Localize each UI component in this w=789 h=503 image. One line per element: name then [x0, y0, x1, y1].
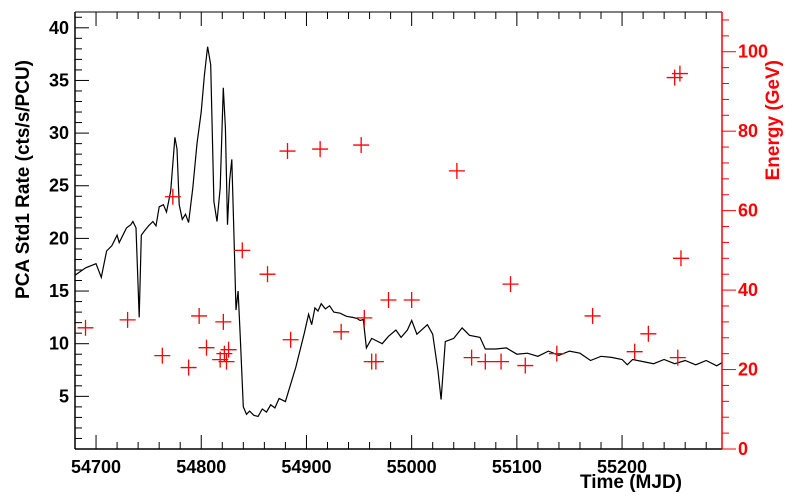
energy-point [448, 162, 465, 179]
x-tick-label: 55000 [387, 457, 437, 477]
y-left-tick-label: 25 [49, 176, 69, 196]
y-left-tick-label: 35 [49, 70, 69, 90]
y-right-tick-label: 20 [738, 360, 758, 380]
y-left-tick-label: 5 [59, 386, 69, 406]
y-left-tick-label: 15 [49, 281, 69, 301]
energy-point [672, 250, 689, 267]
axes-layer [74, 11, 736, 450]
energy-point [259, 266, 276, 283]
energy-point [626, 343, 643, 360]
labels-layer: 54700 54800 54900 55000 55100 55200 5 10 15 20 25 3… [49, 18, 768, 477]
energy-point [353, 137, 370, 154]
energy-point [215, 313, 232, 330]
energy-point [403, 292, 420, 309]
energy-point [198, 339, 215, 356]
energy-point [191, 307, 208, 324]
y-right-axis-title: Energy (GeV) [763, 60, 784, 180]
x-tick-label: 55200 [597, 457, 647, 477]
energy-point [220, 341, 237, 358]
energy-point [234, 242, 251, 259]
energy-point [380, 292, 397, 309]
y-left-tick-label: 10 [49, 334, 69, 354]
y-left-axis-title: PCA Std1 Rate (cts/s/PCU) [13, 60, 34, 299]
energy-point [180, 359, 197, 376]
energy-point [477, 353, 494, 370]
y-right-tick-label: 40 [738, 280, 758, 300]
y-left-tick-label: 40 [49, 18, 69, 38]
energy-point [77, 319, 94, 336]
y-right-tick-label: 60 [738, 201, 758, 221]
energy-point [164, 188, 181, 205]
energy-point [333, 323, 350, 340]
y-right-tick-label: 80 [738, 121, 758, 141]
y-left-tick-label: 20 [49, 228, 69, 248]
energy-point [119, 311, 136, 328]
energy-point [493, 353, 510, 370]
energy-point [463, 349, 480, 366]
energy-point [640, 325, 657, 342]
y-right-tick-label: 100 [738, 42, 768, 62]
energy-point [584, 307, 601, 324]
x-tick-label: 55100 [492, 457, 542, 477]
energy-point [216, 345, 233, 362]
y-left-tick-label: 30 [49, 123, 69, 143]
energy-point [671, 65, 688, 82]
x-axis-title: Time (MJD) [580, 472, 682, 493]
y-right-tick-label: 0 [738, 439, 748, 459]
energy-point [154, 347, 171, 364]
energy-point [502, 276, 519, 293]
x-tick-label: 54800 [176, 457, 226, 477]
energy-point [279, 143, 296, 160]
x-tick-label: 54900 [281, 457, 331, 477]
energy-point [548, 345, 565, 362]
energy-point [517, 357, 534, 374]
x-tick-label: 54700 [71, 457, 121, 477]
energy-point [312, 141, 329, 158]
rate-lightcurve-line [74, 46, 723, 418]
energy-point [282, 331, 299, 348]
energy-point [218, 353, 235, 370]
series-layer [74, 46, 723, 418]
energy-point [669, 349, 686, 366]
energy-point [367, 353, 384, 370]
energy-point [356, 309, 373, 326]
